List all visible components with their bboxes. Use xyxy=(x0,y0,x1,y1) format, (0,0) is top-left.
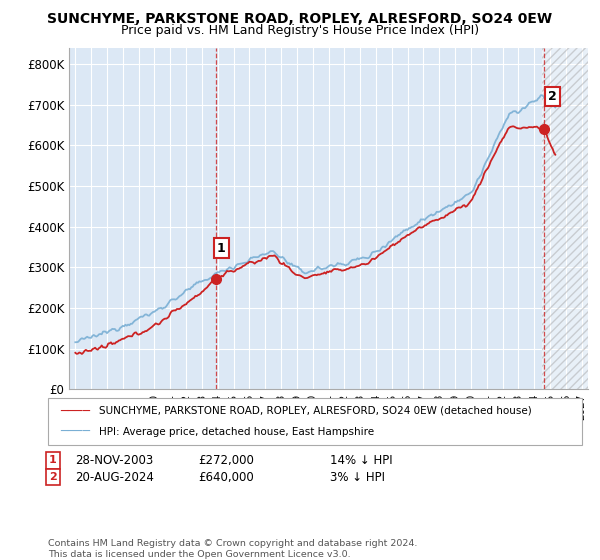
Text: SUNCHYME, PARKSTONE ROAD, ROPLEY, ALRESFORD, SO24 0EW (detached house): SUNCHYME, PARKSTONE ROAD, ROPLEY, ALRESF… xyxy=(99,406,532,416)
Text: 2: 2 xyxy=(49,472,56,482)
Text: 28-NOV-2003: 28-NOV-2003 xyxy=(75,454,153,467)
Text: 20-AUG-2024: 20-AUG-2024 xyxy=(75,470,154,484)
Text: HPI: Average price, detached house, East Hampshire: HPI: Average price, detached house, East… xyxy=(99,427,374,437)
Text: 1: 1 xyxy=(217,241,226,255)
Text: 3% ↓ HPI: 3% ↓ HPI xyxy=(330,470,385,484)
Text: 2: 2 xyxy=(548,90,556,103)
Text: SUNCHYME, PARKSTONE ROAD, ROPLEY, ALRESFORD, SO24 0EW: SUNCHYME, PARKSTONE ROAD, ROPLEY, ALRESF… xyxy=(47,12,553,26)
Text: £640,000: £640,000 xyxy=(198,470,254,484)
Text: Price paid vs. HM Land Registry's House Price Index (HPI): Price paid vs. HM Land Registry's House … xyxy=(121,24,479,36)
Text: ────: ──── xyxy=(60,404,90,417)
Text: 14% ↓ HPI: 14% ↓ HPI xyxy=(330,454,392,467)
Text: 1: 1 xyxy=(49,455,56,465)
Text: ────: ──── xyxy=(60,426,90,438)
Text: Contains HM Land Registry data © Crown copyright and database right 2024.
This d: Contains HM Land Registry data © Crown c… xyxy=(48,539,418,559)
Text: £272,000: £272,000 xyxy=(198,454,254,467)
